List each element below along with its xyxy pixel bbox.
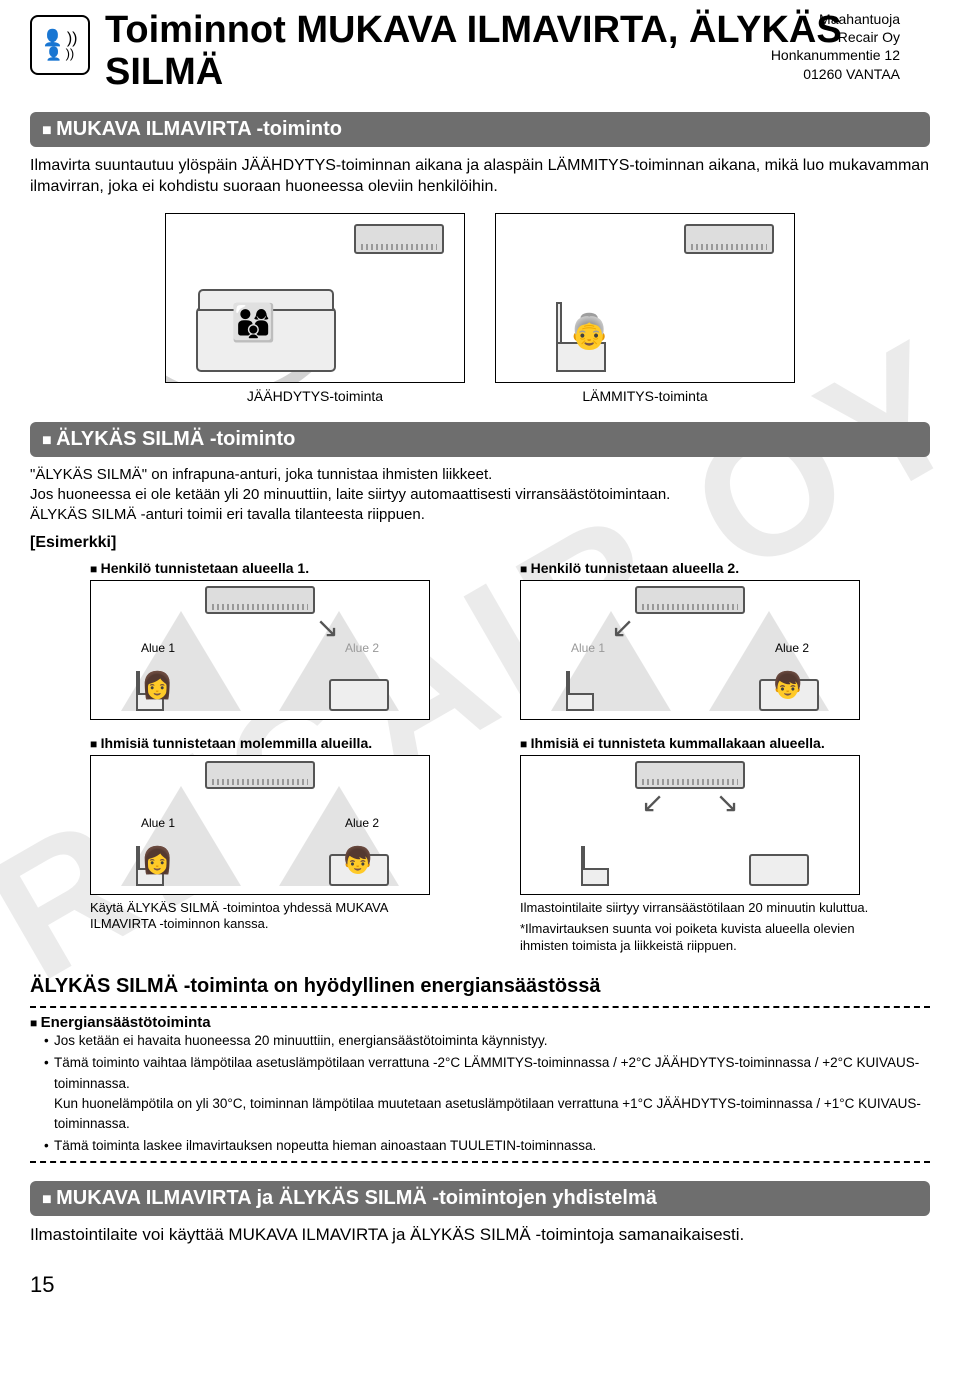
area1-label: Alue 1 (571, 641, 605, 655)
importer-l3: Honkanummentie 12 (771, 46, 900, 64)
energy-bullet-3: Tämä toiminta laskee ilmavirtauksen nope… (44, 1136, 930, 1156)
importer-block: Maahantuoja Recair Oy Honkanummentie 12 … (771, 10, 900, 83)
ex1-illustration: ↘ Alue 1 Alue 2 👩 (90, 580, 430, 720)
section1-desc: Ilmavirta suuntautuu ylöspäin JÄÄHDYTYS-… (30, 155, 930, 198)
label-heating: LÄMMITYS-toiminta (495, 388, 795, 404)
energy-b2b-text: Kun huonelämpötila on yli 30°C, toiminna… (54, 1096, 921, 1131)
importer-l4: 01260 VANTAA (771, 65, 900, 83)
section-heading-combination: MUKAVA ILMAVIRTA ja ÄLYKÄS SILMÄ -toimin… (30, 1181, 930, 1216)
feature-icon: 👤 )) 👤 )) (30, 15, 90, 75)
area2-label: Alue 2 (775, 641, 809, 655)
dashed-rule (30, 1161, 930, 1163)
area2-label: Alue 2 (345, 816, 379, 830)
area1-label: Alue 1 (141, 816, 175, 830)
ex2-heading: Henkilö tunnistetaan alueella 2. (520, 560, 910, 576)
sec2-desc3: ÄLYKÄS SILMÄ -anturi toimii eri tavalla … (30, 505, 930, 525)
label-cooling: JÄÄHDYTYS-toiminta (165, 388, 465, 404)
section-heading-comfort: MUKAVA ILMAVIRTA -toiminto (30, 112, 930, 147)
sec2-desc2: Jos huoneessa ei ole ketään yli 20 minuu… (30, 485, 930, 505)
illustration-heating: 👵 (495, 213, 795, 383)
area1-label: Alue 1 (141, 641, 175, 655)
ex2-illustration: ↙ Alue 1 Alue 2 👦 (520, 580, 860, 720)
energy-bullet-1: Jos ketään ei havaita huoneessa 20 minuu… (44, 1031, 930, 1051)
illustration-cooling: 👨‍👩‍👦 (165, 213, 465, 383)
page-number: 15 (30, 1272, 930, 1298)
ex4-caption-a: Ilmastointilaite siirtyy virransäästötil… (520, 900, 880, 917)
ex3-heading: Ihmisiä tunnistetaan molemmilla alueilla… (90, 735, 480, 751)
energy-bullet-2: Tämä toiminto vaihtaa lämpötilaa asetusl… (44, 1053, 930, 1134)
person-waves-icon: 👤 )) (42, 31, 77, 47)
section-heading-intelligent-eye: ÄLYKÄS SILMÄ -toiminto (30, 422, 930, 457)
ex4-heading: Ihmisiä ei tunnisteta kummallakaan aluee… (520, 735, 910, 751)
sec2-desc1: "ÄLYKÄS SILMÄ" on infrapuna-anturi, joka… (30, 465, 930, 485)
importer-l1: Maahantuoja (771, 10, 900, 28)
ex4-illustration: ↙ ↘ (520, 755, 860, 895)
sec3-desc: Ilmastointilaite voi käyttää MUKAVA ILMA… (30, 1224, 930, 1247)
ex4-caption-b: *Ilmavirtauksen suunta voi poiketa kuvis… (520, 921, 880, 955)
ex3-illustration: Alue 1 Alue 2 👩 👦 (90, 755, 430, 895)
energy-b2-text: Tämä toiminto vaihtaa lämpötilaa asetusl… (54, 1055, 919, 1090)
ex1-heading: Henkilö tunnistetaan alueella 1. (90, 560, 480, 576)
importer-l2: Recair Oy (771, 28, 900, 46)
dashed-rule (30, 1006, 930, 1008)
energy-sub: Energiansäästötoiminta (30, 1014, 930, 1031)
energy-heading: ÄLYKÄS SILMÄ -toiminta on hyödyllinen en… (30, 975, 930, 1002)
person-waves-icon: 👤 )) (46, 47, 74, 60)
area2-label: Alue 2 (345, 641, 379, 655)
example-label: [Esimerkki] (30, 534, 930, 552)
ex3-caption: Käytä ÄLYKÄS SILMÄ -toimintoa yhdessä MU… (90, 900, 450, 934)
